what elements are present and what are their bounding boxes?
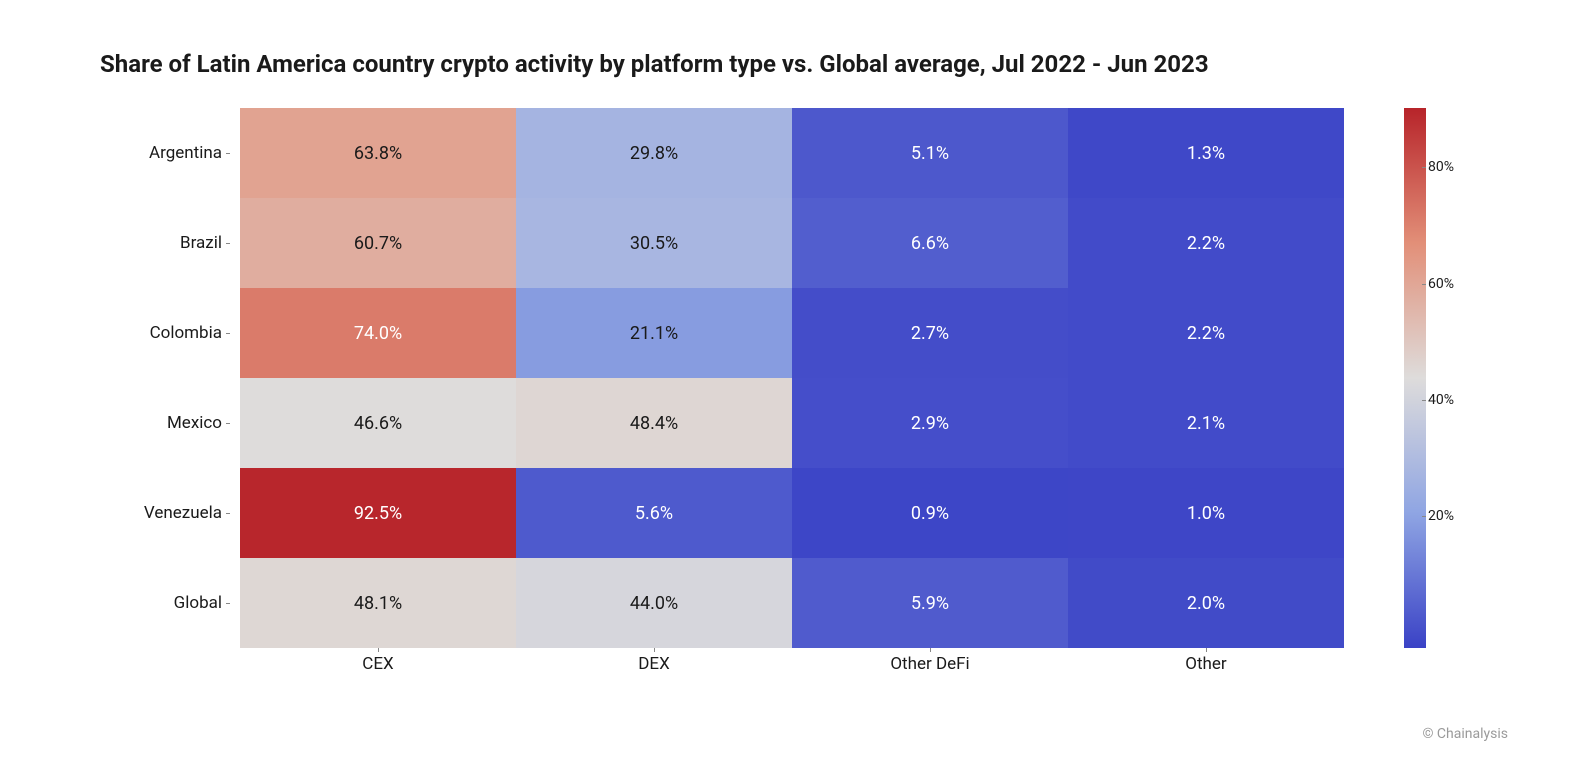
chart-container: Share of Latin America country crypto ac… (0, 0, 1588, 764)
y-axis-labels: ArgentinaBrazilColombiaMexicoVenezuelaGl… (80, 108, 240, 648)
heatmap-row: 46.6%48.4%2.9%2.1% (240, 378, 1344, 468)
heatmap-cell: 2.0% (1068, 558, 1344, 648)
y-label: Brazil (180, 198, 230, 288)
colorbar-tick: 80% (1428, 159, 1454, 175)
heatmap-cell: 46.6% (240, 378, 516, 468)
heatmap-row: 60.7%30.5%6.6%2.2% (240, 198, 1344, 288)
heatmap-cell: 48.4% (516, 378, 792, 468)
x-label: Other (1068, 648, 1344, 674)
colorbar-ticks: 20% 40% 60% 80% (1428, 108, 1468, 648)
heatmap-cell: 5.1% (792, 108, 1068, 198)
colorbar: 20%40%60%80% (1404, 108, 1426, 648)
heatmap-cell: 2.7% (792, 288, 1068, 378)
chart-title: Share of Latin America country crypto ac… (100, 50, 1508, 78)
heatmap-cell: 63.8% (240, 108, 516, 198)
y-label: Mexico (167, 378, 230, 468)
heatmap-row: 63.8%29.8%5.1%1.3% (240, 108, 1344, 198)
colorbar-area: 20% 40% 60% 80% (1404, 108, 1464, 648)
y-label: Venezuela (144, 468, 230, 558)
x-axis-labels: CEXDEXOther DeFiOther (240, 648, 1508, 674)
heatmap-cell: 30.5% (516, 198, 792, 288)
colorbar-tick: 20% (1428, 508, 1454, 524)
heatmap-cell: 92.5% (240, 468, 516, 558)
y-label: Argentina (149, 108, 230, 198)
colorbar-tick: 60% (1428, 276, 1454, 292)
x-label: Other DeFi (792, 648, 1068, 674)
heatmap-cell: 74.0% (240, 288, 516, 378)
y-label: Colombia (150, 288, 230, 378)
heatmap-grid: 63.8%29.8%5.1%1.3%60.7%30.5%6.6%2.2%74.0… (240, 108, 1344, 648)
colorbar-tick: 40% (1428, 392, 1454, 408)
heatmap-cell: 2.9% (792, 378, 1068, 468)
heatmap-cell: 48.1% (240, 558, 516, 648)
heatmap-cell: 29.8% (516, 108, 792, 198)
heatmap-cell: 1.0% (1068, 468, 1344, 558)
heatmap-cell: 0.9% (792, 468, 1068, 558)
plot-area: ArgentinaBrazilColombiaMexicoVenezuelaGl… (80, 108, 1508, 648)
heatmap-cell: 1.3% (1068, 108, 1344, 198)
heatmap-row: 48.1%44.0%5.9%2.0% (240, 558, 1344, 648)
heatmap-row: 92.5%5.6%0.9%1.0% (240, 468, 1344, 558)
heatmap-cell: 2.2% (1068, 198, 1344, 288)
x-label: CEX (240, 648, 516, 674)
heatmap-cell: 60.7% (240, 198, 516, 288)
heatmap-cell: 2.1% (1068, 378, 1344, 468)
heatmap-cell: 2.2% (1068, 288, 1344, 378)
attribution: © Chainalysis (1422, 726, 1508, 742)
x-label: DEX (516, 648, 792, 674)
y-label: Global (174, 558, 230, 648)
heatmap-cell: 5.9% (792, 558, 1068, 648)
heatmap-cell: 21.1% (516, 288, 792, 378)
heatmap-cell: 5.6% (516, 468, 792, 558)
heatmap-cell: 6.6% (792, 198, 1068, 288)
heatmap-cell: 44.0% (516, 558, 792, 648)
heatmap-row: 74.0%21.1%2.7%2.2% (240, 288, 1344, 378)
